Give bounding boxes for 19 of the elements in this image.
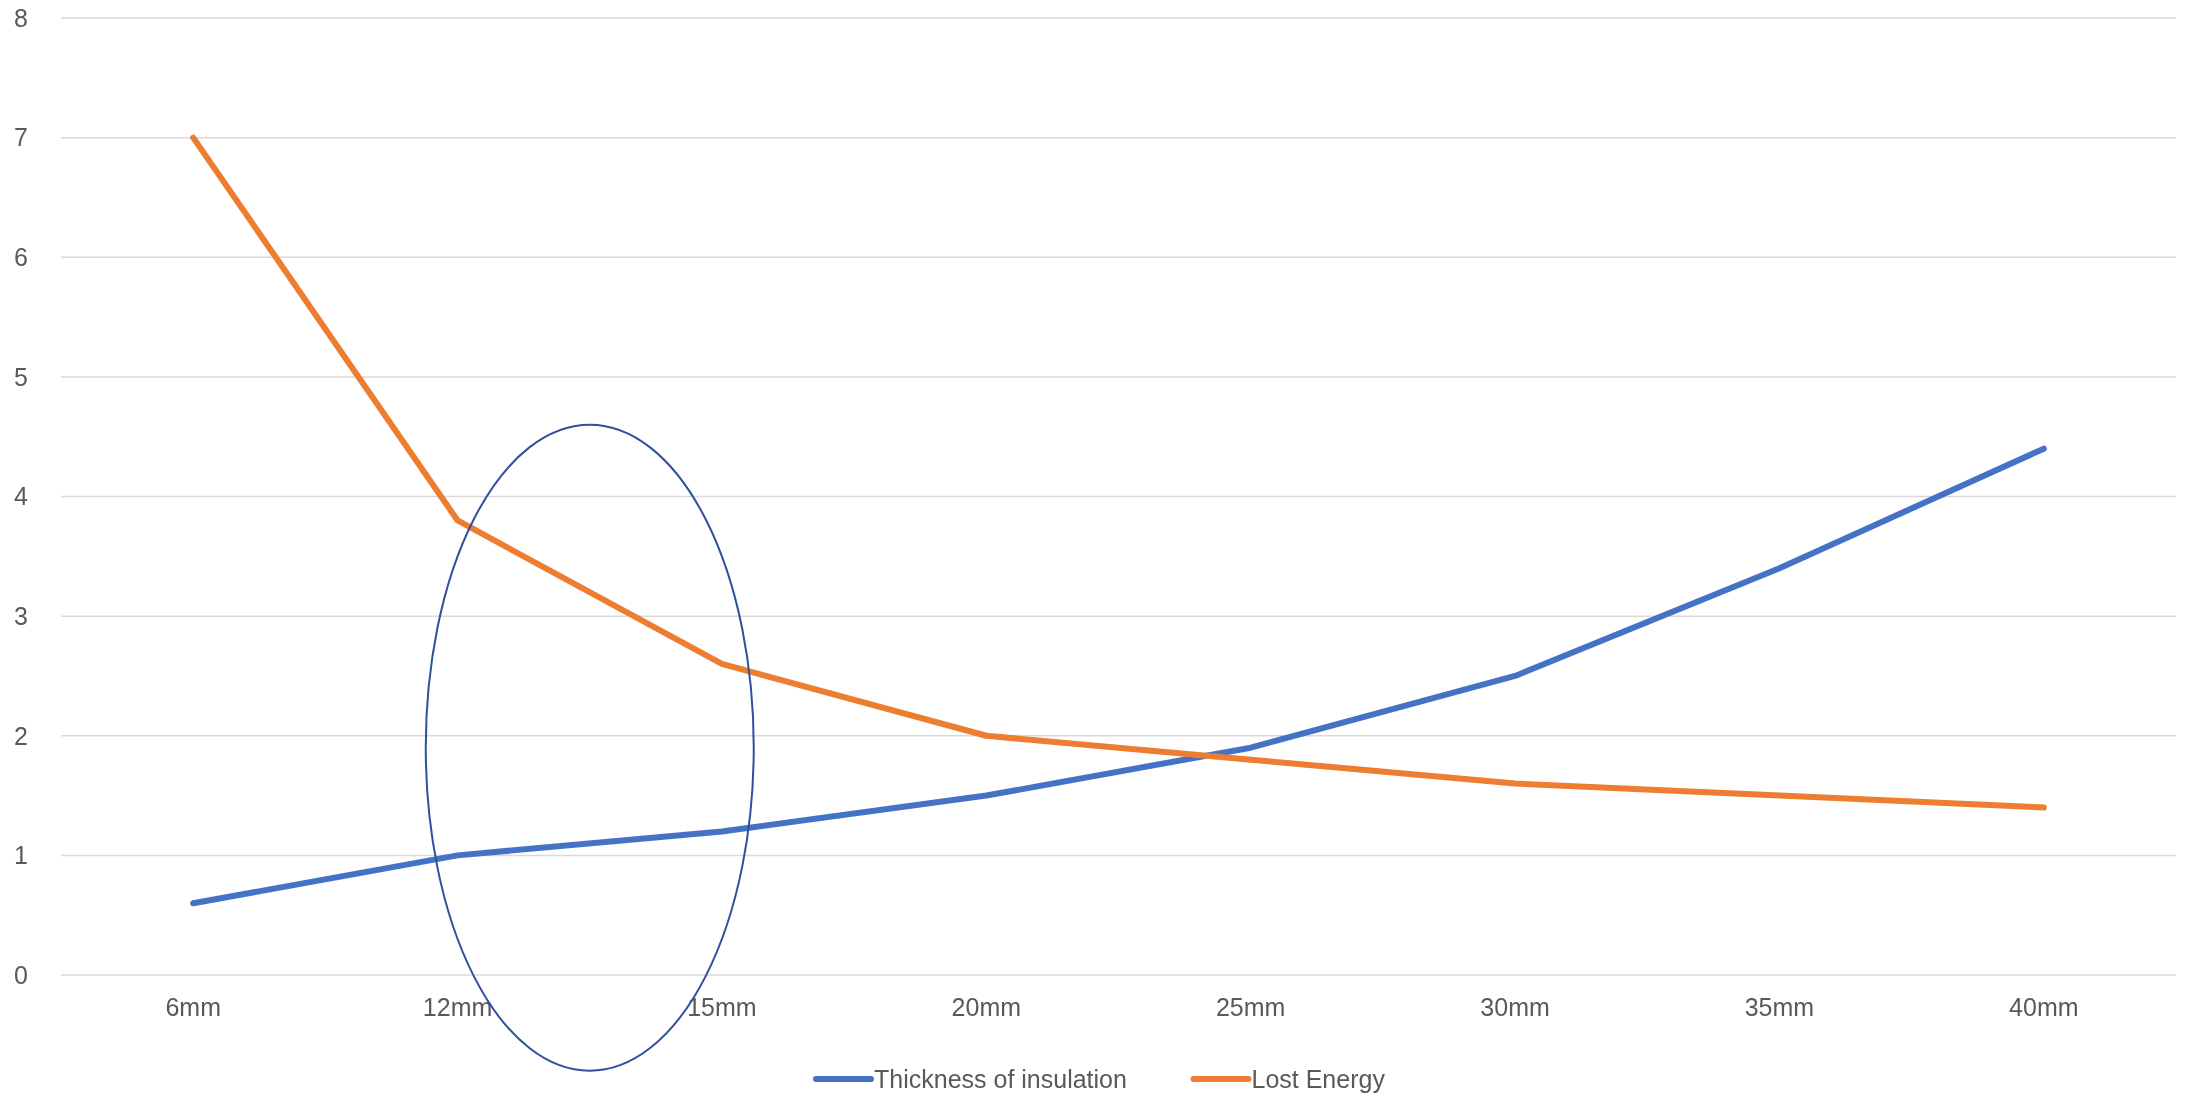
- y-tick-label: 2: [14, 721, 28, 750]
- legend-label: Lost Energy: [1251, 1064, 1386, 1093]
- x-tick-label: 15mm: [687, 993, 757, 1021]
- y-tick-label: 1: [14, 841, 28, 870]
- x-tick-label: 30mm: [1480, 993, 1550, 1021]
- x-tick-label: 25mm: [1215, 993, 1286, 1021]
- x-tick-label: 35mm: [1744, 993, 1815, 1021]
- y-tick-label: 0: [14, 960, 28, 989]
- x-tick-label: 40mm: [2009, 993, 2079, 1021]
- x-tick-label: 12mm: [422, 993, 493, 1021]
- legend-label: Thickness of insulation: [874, 1064, 1127, 1093]
- x-tick-label: 20mm: [951, 993, 1022, 1021]
- y-tick-label: 6: [14, 243, 28, 271]
- y-tick-label: 8: [14, 3, 28, 32]
- y-tick-label: 7: [14, 123, 28, 152]
- y-tick-label: 5: [14, 362, 28, 391]
- y-tick-label: 4: [14, 482, 29, 511]
- x-tick-label: 6mm: [165, 993, 221, 1021]
- y-tick-label: 3: [14, 601, 28, 630]
